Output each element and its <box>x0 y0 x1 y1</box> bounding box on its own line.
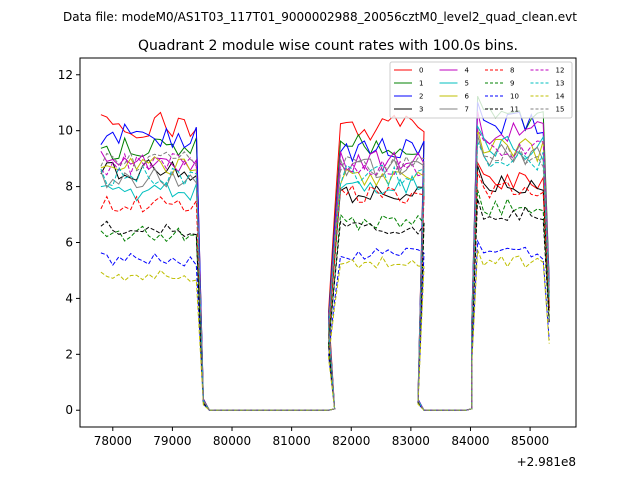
legend-label-10: 10 <box>510 93 519 101</box>
x-offset-label: +2.981e8 <box>517 455 576 469</box>
series-lines <box>100 95 550 411</box>
y-tick-label: 6 <box>65 236 73 250</box>
legend-label-5: 5 <box>465 80 469 88</box>
y-tick-label: 8 <box>65 180 73 194</box>
axis-ticks: 78000 79000 80000 81000 82000 83000 84000 85000… <box>58 68 549 448</box>
plot-area <box>79 57 577 428</box>
legend-label-3: 3 <box>419 106 423 114</box>
legend-label-1: 1 <box>419 80 423 88</box>
figure-suptitle: Data file: modeM0/AS1T03_117T01_90000029… <box>63 10 577 24</box>
y-tick-label: 2 <box>65 347 73 361</box>
legend-label-12: 12 <box>556 67 565 75</box>
x-tick-label: 78000 <box>94 434 132 448</box>
legend-label-0: 0 <box>419 67 423 75</box>
x-tick-label: 84000 <box>451 434 489 448</box>
legend-label-6: 6 <box>465 93 470 101</box>
x-tick-label: 82000 <box>332 434 370 448</box>
series-line-15 <box>100 135 550 411</box>
legend-label-4: 4 <box>465 67 470 75</box>
x-tick-label: 79000 <box>153 434 191 448</box>
y-tick-label: 10 <box>58 124 73 138</box>
y-tick-label: 0 <box>65 403 73 417</box>
y-tick-label: 4 <box>65 291 73 305</box>
legend-label-13: 13 <box>556 80 565 88</box>
x-tick-label: 85000 <box>511 434 549 448</box>
legend-box <box>389 61 573 119</box>
legend-label-11: 11 <box>510 106 519 114</box>
legend-label-9: 9 <box>510 80 514 88</box>
y-tick-label: 12 <box>58 68 73 82</box>
legend-label-14: 14 <box>556 93 565 101</box>
legend-label-8: 8 <box>510 67 514 75</box>
chart-title: Quadrant 2 module wise count rates with … <box>138 38 518 54</box>
x-tick-label: 83000 <box>392 434 430 448</box>
x-tick-label: 80000 <box>213 434 251 448</box>
legend-label-7: 7 <box>465 106 469 114</box>
x-tick-label: 81000 <box>273 434 311 448</box>
legend-label-15: 15 <box>556 106 565 114</box>
legend-label-2: 2 <box>419 93 423 101</box>
